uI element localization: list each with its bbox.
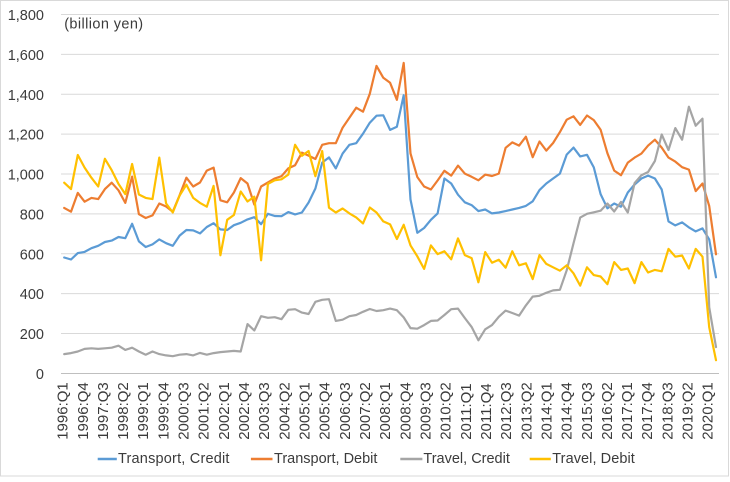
svg-text:(billion yen): (billion yen) xyxy=(64,16,143,32)
svg-text:2005:Q4: 2005:Q4 xyxy=(317,382,334,440)
svg-text:1,600: 1,600 xyxy=(8,48,44,64)
svg-text:2016:Q2: 2016:Q2 xyxy=(599,382,616,440)
svg-text:2011:Q1: 2011:Q1 xyxy=(458,383,475,439)
svg-text:2008:Q4: 2008:Q4 xyxy=(397,382,414,440)
svg-text:1,000: 1,000 xyxy=(8,168,44,184)
svg-text:2002:Q4: 2002:Q4 xyxy=(236,382,253,440)
svg-text:2004:Q2: 2004:Q2 xyxy=(276,382,293,440)
svg-text:2008:Q1: 2008:Q1 xyxy=(377,382,394,440)
svg-text:1999:Q4: 1999:Q4 xyxy=(155,382,172,440)
svg-text:1996:Q1: 1996:Q1 xyxy=(55,382,72,440)
svg-text:2006:Q3: 2006:Q3 xyxy=(337,382,354,440)
svg-text:Transport, Credit: Transport, Credit xyxy=(118,451,230,467)
svg-text:2013:Q2: 2013:Q2 xyxy=(518,382,535,440)
svg-text:600: 600 xyxy=(20,247,44,263)
svg-text:2007:Q2: 2007:Q2 xyxy=(357,382,374,440)
svg-text:2000:Q3: 2000:Q3 xyxy=(176,382,193,440)
svg-text:Transport, Debit: Transport, Debit xyxy=(274,451,377,467)
svg-text:2011:Q4: 2011:Q4 xyxy=(478,383,495,439)
svg-text:2005:Q1: 2005:Q1 xyxy=(297,382,314,440)
svg-text:2003:Q3: 2003:Q3 xyxy=(256,382,273,440)
svg-text:800: 800 xyxy=(20,207,44,223)
svg-text:400: 400 xyxy=(20,287,44,303)
svg-text:1,800: 1,800 xyxy=(8,8,44,24)
svg-text:2009:Q3: 2009:Q3 xyxy=(418,382,435,440)
svg-text:Travel, Credit: Travel, Credit xyxy=(423,451,509,467)
svg-text:2014:Q1: 2014:Q1 xyxy=(538,382,555,440)
svg-text:2020:Q1: 2020:Q1 xyxy=(700,382,717,440)
svg-text:2002:Q1: 2002:Q1 xyxy=(216,382,233,440)
svg-text:1998:Q2: 1998:Q2 xyxy=(115,382,132,440)
svg-text:2018:Q3: 2018:Q3 xyxy=(659,382,676,440)
svg-text:2015:Q3: 2015:Q3 xyxy=(579,382,596,440)
svg-text:2017:Q1: 2017:Q1 xyxy=(619,382,636,440)
svg-text:1996:Q4: 1996:Q4 xyxy=(75,382,92,440)
svg-text:200: 200 xyxy=(20,327,44,343)
svg-text:1,200: 1,200 xyxy=(8,128,44,144)
svg-text:2012:Q3: 2012:Q3 xyxy=(498,382,515,440)
svg-text:2001:Q2: 2001:Q2 xyxy=(196,382,213,440)
svg-text:2019:Q2: 2019:Q2 xyxy=(680,382,697,440)
svg-text:2017:Q4: 2017:Q4 xyxy=(639,382,656,440)
svg-text:2010:Q2: 2010:Q2 xyxy=(438,382,455,440)
svg-text:2014:Q4: 2014:Q4 xyxy=(559,382,576,440)
svg-text:1997:Q3: 1997:Q3 xyxy=(95,382,112,440)
svg-text:Travel, Debit: Travel, Debit xyxy=(552,451,635,467)
svg-text:0: 0 xyxy=(36,367,44,383)
svg-text:1999:Q1: 1999:Q1 xyxy=(135,382,152,440)
svg-text:1,400: 1,400 xyxy=(8,88,44,104)
